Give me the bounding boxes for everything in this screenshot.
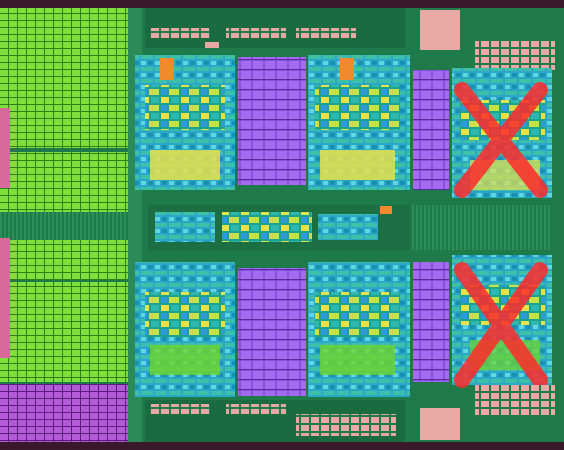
top-io-strip <box>145 8 555 70</box>
l2-cache-lower-2 <box>413 262 449 382</box>
core-upper-3-disabled <box>452 68 552 198</box>
core-lower-2 <box>308 262 410 397</box>
l2-cache-upper-2 <box>413 70 449 190</box>
l2-cache-lower-1 <box>238 268 306 396</box>
core-upper-1 <box>135 55 235 190</box>
bottom-io-strip <box>145 385 555 442</box>
northbridge-crossbar <box>148 205 550 250</box>
core-upper-2 <box>308 55 410 190</box>
core-lower-3-disabled <box>452 255 552 388</box>
l2-cache-upper-1 <box>238 57 306 185</box>
l3-cache-left <box>0 8 142 442</box>
core-lower-1 <box>135 262 235 397</box>
die-bottom-edge <box>0 442 564 450</box>
die-top-edge <box>0 0 564 8</box>
disabled-core-cross-icon <box>454 82 548 198</box>
disabled-core-cross-icon <box>454 262 548 388</box>
